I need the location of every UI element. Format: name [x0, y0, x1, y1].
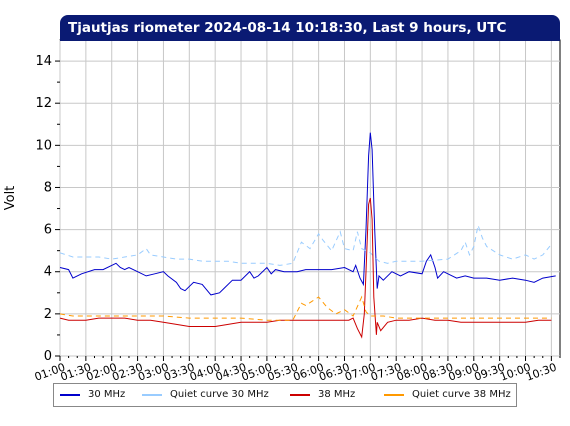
y-tick-label: 8	[44, 180, 52, 195]
legend-swatch	[60, 394, 80, 396]
y-tick-label: 4	[44, 265, 52, 280]
legend-label: 30 MHz	[88, 389, 126, 400]
series-line-3	[59, 197, 552, 339]
plot-area	[59, 39, 561, 357]
y-tick-label: 12	[35, 96, 52, 111]
series-line-1	[59, 132, 556, 296]
legend: 30 MHz Quiet curve 30 MHz 38 MHz Quiet curv…	[53, 383, 517, 407]
title-bar: Tjautjas riometer 2024-08-14 10:18:30, L…	[60, 15, 560, 41]
grid	[59, 39, 561, 357]
y-tick-label: 10	[35, 138, 52, 153]
legend-label: Quiet curve 30 MHz	[170, 389, 269, 400]
y-axis-label: Volt	[3, 186, 18, 211]
y-tick-label: 2	[44, 307, 52, 322]
legend-label: 38 MHz	[318, 389, 356, 400]
chart-title: Tjautjas riometer 2024-08-14 10:18:30, L…	[68, 20, 507, 36]
legend-swatch	[384, 394, 404, 396]
y-tick-label: 14	[35, 54, 52, 69]
legend-swatch	[142, 394, 162, 396]
legend-swatch	[290, 394, 310, 396]
y-tick-label: 0	[44, 349, 52, 364]
series-line-4	[59, 295, 552, 321]
y-tick-label: 6	[44, 223, 52, 238]
legend-label: Quiet curve 38 MHz	[412, 389, 511, 400]
series-lines	[59, 132, 556, 339]
